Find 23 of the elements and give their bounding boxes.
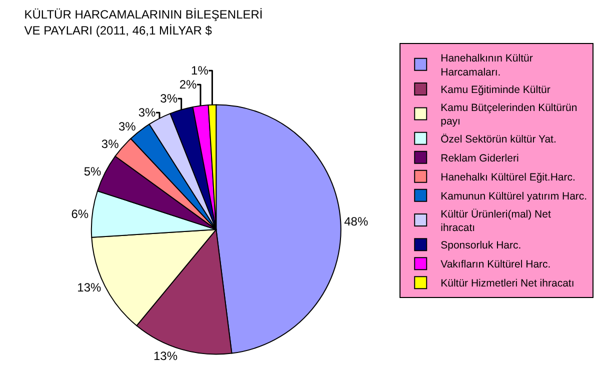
data-label: 2%: [179, 78, 198, 92]
legend-label: Sponsorluk Harc.: [440, 240, 522, 252]
legend-label: Reklam Giderleri: [440, 152, 519, 164]
data-label: 6%: [71, 206, 89, 221]
data-label: 13%: [153, 348, 178, 363]
legend-label: Kültür Hizmetleri Net ihracatı: [440, 278, 574, 290]
data-label: 1%: [191, 64, 209, 78]
data-label: 13%: [77, 280, 102, 295]
legend-label: Hanehalkının Kültür Harcamaları.: [440, 52, 534, 78]
data-label: 3%: [138, 106, 156, 120]
data-label: 3%: [101, 136, 120, 151]
legend-label: Kültür Ürünleri(mal) Net ihracatı: [440, 208, 551, 234]
data-label: 5%: [84, 164, 102, 178]
legend-label: Özel Sektörün kültür Yat.: [440, 133, 556, 146]
chart-title: KÜLTÜR HARCAMALARININ BİLEŞENLERİ VE PAYLARI (2011, 46,1 MİLYAR $: [24, 8, 263, 38]
legend-label: Kamu Bütçelerinden Kültürün payı: [440, 102, 578, 128]
legend-label: Vakıfların Kültürel Harc.: [440, 258, 551, 271]
data-label: 3%: [118, 120, 136, 134]
data-label: 3%: [160, 92, 178, 106]
legend-label: Kamu Eğitiminde Kültür: [440, 84, 551, 96]
legend-label: Hanehalkı Kültürel Eğit.Harc.: [440, 171, 576, 184]
legend-label: Kamunun Kültürel yatırım Harc.: [440, 190, 588, 202]
data-label: 48%: [344, 214, 368, 229]
